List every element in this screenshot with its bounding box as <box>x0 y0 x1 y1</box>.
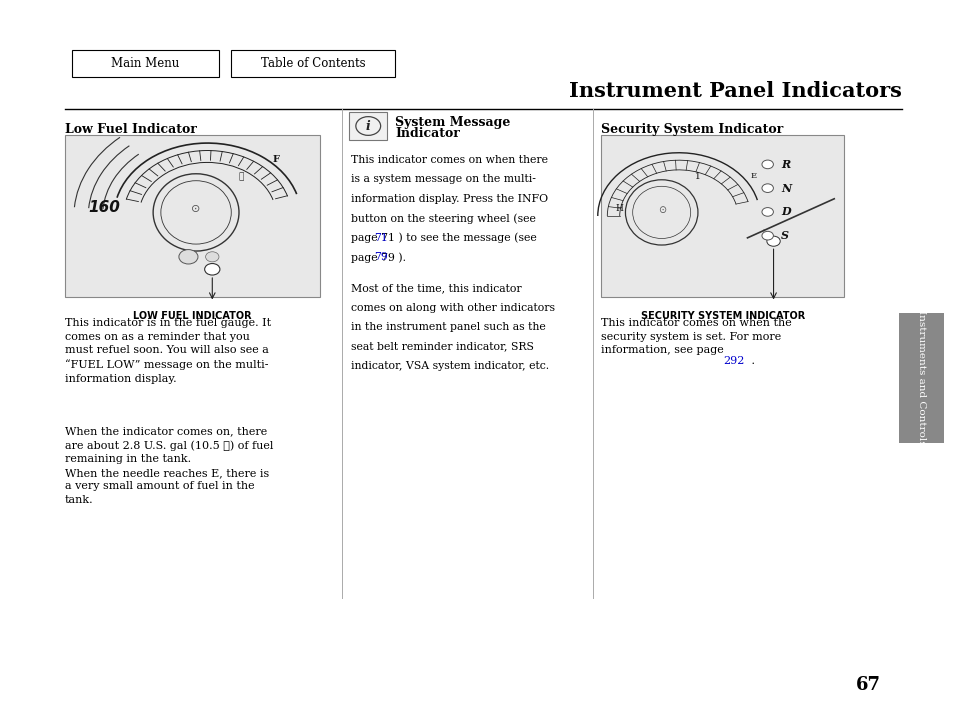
Text: S: S <box>781 230 788 241</box>
Text: indicator, VSA system indicator, etc.: indicator, VSA system indicator, etc. <box>351 361 549 371</box>
Circle shape <box>179 250 198 264</box>
Circle shape <box>761 207 773 216</box>
Text: Main Menu: Main Menu <box>112 57 179 70</box>
Text: button on the steering wheel (see: button on the steering wheel (see <box>351 213 536 224</box>
Text: Low Fuel Indicator: Low Fuel Indicator <box>65 123 196 136</box>
Circle shape <box>355 117 380 135</box>
Text: ⊙: ⊙ <box>657 205 665 215</box>
Text: 160: 160 <box>89 200 120 215</box>
Text: SECURITY SYSTEM INDICATOR: SECURITY SYSTEM INDICATOR <box>639 311 804 321</box>
Text: Indicator: Indicator <box>395 127 459 140</box>
Text: This indicator comes on when the
security system is set. For more
information, s: This indicator comes on when the securit… <box>600 318 791 356</box>
Text: System Message: System Message <box>395 116 510 129</box>
Text: page 71 ) to see the message (see: page 71 ) to see the message (see <box>351 233 537 243</box>
Text: 67: 67 <box>855 677 880 694</box>
Circle shape <box>205 264 220 275</box>
Text: in the instrument panel such as the: in the instrument panel such as the <box>351 322 545 332</box>
Text: N: N <box>781 183 790 194</box>
Text: is a system message on the multi-: is a system message on the multi- <box>351 174 536 184</box>
Text: comes on along with other indicators: comes on along with other indicators <box>351 302 555 312</box>
Text: Most of the time, this indicator: Most of the time, this indicator <box>351 283 521 293</box>
FancyBboxPatch shape <box>231 50 395 77</box>
Circle shape <box>761 160 773 168</box>
Text: i: i <box>366 120 370 132</box>
Text: E: E <box>749 172 756 181</box>
Text: Instrument Panel Indicators: Instrument Panel Indicators <box>568 81 901 102</box>
Text: F: F <box>273 156 279 164</box>
Text: 79: 79 <box>374 252 387 262</box>
Text: ⊙: ⊙ <box>192 204 200 214</box>
Circle shape <box>766 236 780 246</box>
Text: seat belt reminder indicator, SRS: seat belt reminder indicator, SRS <box>351 341 534 351</box>
Text: Table of Contents: Table of Contents <box>260 57 365 70</box>
Circle shape <box>761 184 773 192</box>
Text: When the indicator comes on, there
are about 2.8 U.S. gal (10.5 ℓ) of fuel
remai: When the indicator comes on, there are a… <box>65 426 273 505</box>
Text: D: D <box>781 207 790 217</box>
FancyBboxPatch shape <box>600 135 843 297</box>
Text: 71: 71 <box>374 233 388 243</box>
Text: H: H <box>615 204 623 213</box>
FancyBboxPatch shape <box>65 135 319 297</box>
Text: ⛽: ⛽ <box>238 172 243 181</box>
Circle shape <box>761 231 773 240</box>
Circle shape <box>206 252 219 262</box>
Text: LOW FUEL INDICATOR: LOW FUEL INDICATOR <box>132 311 252 321</box>
FancyBboxPatch shape <box>71 50 219 77</box>
FancyBboxPatch shape <box>898 313 943 443</box>
Text: 292: 292 <box>722 356 743 366</box>
Text: This indicator comes on when there: This indicator comes on when there <box>351 155 547 165</box>
Text: page 79 ).: page 79 ). <box>351 252 406 263</box>
Text: R: R <box>781 159 789 170</box>
Text: 1: 1 <box>695 172 700 181</box>
Text: Instruments and Controls: Instruments and Controls <box>916 310 925 446</box>
FancyBboxPatch shape <box>349 112 387 140</box>
Text: information display. Press the INFO: information display. Press the INFO <box>351 194 548 204</box>
Text: This indicator is in the fuel gauge. It
comes on as a reminder that you
must ref: This indicator is in the fuel gauge. It … <box>65 318 271 384</box>
Text: .: . <box>747 356 754 366</box>
Text: Security System Indicator: Security System Indicator <box>600 123 782 136</box>
